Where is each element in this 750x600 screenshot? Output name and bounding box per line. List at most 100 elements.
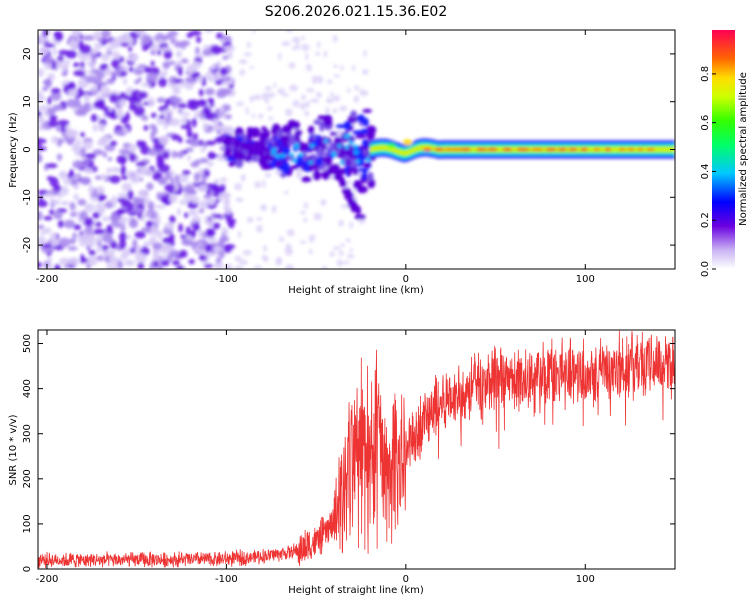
snr-x-label: Height of straight line (km) [288,585,424,596]
noise-mark [53,104,64,111]
noise-mark [125,234,132,240]
ridge-hotspot [545,147,557,152]
signal-mark [289,153,295,158]
signal-mark [319,121,325,132]
noise-mark [302,217,308,223]
noise-mark [305,63,312,72]
noise-mark [212,222,221,230]
noise-mark [121,182,132,192]
signal-mark [257,143,265,151]
noise-mark [100,53,111,62]
noise-mark [258,113,264,119]
noise-mark [261,255,268,261]
signal-mark [354,214,361,220]
signal-mark [362,108,373,113]
noise-mark [49,209,55,215]
noise-mark [149,212,157,220]
noise-mark [363,49,367,57]
noise-mark [183,212,189,218]
noise-mark [89,86,99,91]
noise-mark [38,68,45,78]
noise-mark [58,49,70,56]
noise-mark [341,260,351,265]
noise-mark [147,96,155,108]
noise-mark [309,98,317,103]
noise-mark [198,254,208,261]
signal-mark [261,126,267,132]
noise-mark [71,142,81,152]
noise-mark [339,243,346,247]
noise-mark [78,40,84,51]
ridge-hotspot [637,147,644,152]
noise-mark [117,216,128,224]
noise-mark [178,249,188,258]
signal-mark [302,151,308,162]
noise-mark [95,81,108,87]
signal-mark [300,176,312,183]
noise-mark [145,220,154,228]
noise-mark [157,71,166,79]
ridge-hotspot [646,147,655,152]
signal-mark [267,141,272,151]
signal-mark [298,152,304,157]
noise-mark [183,184,196,194]
noise-mark [157,177,168,186]
noise-mark [253,94,262,101]
noise-mark [85,61,95,66]
noise-mark [207,197,216,206]
noise-mark [170,177,175,185]
noise-mark [142,169,153,175]
noise-mark [92,123,98,132]
noise-mark [61,65,69,72]
signal-mark [278,164,285,172]
noise-mark [347,87,351,94]
noise-mark [286,229,295,237]
spectrogram-y-label: Frequency (Hz) [8,112,19,188]
noise-mark [340,64,344,71]
noise-mark [233,182,243,191]
figure-title: S206.2026.021.15.36.E02 [265,4,448,20]
noise-mark [328,175,335,180]
signal-mark [347,197,355,206]
noise-mark [305,52,309,61]
noise-mark [69,168,74,177]
noise-mark [227,50,233,60]
noise-mark [332,95,341,102]
noise-mark [163,33,173,40]
noise-mark [235,101,245,107]
noise-mark [116,108,124,119]
noise-mark [278,236,285,243]
colorbar-tick-label: 0.4 [700,163,711,179]
noise-mark [217,152,223,162]
noise-mark [222,55,229,60]
noise-mark [72,232,77,239]
noise-mark [147,201,155,211]
noise-mark [296,168,303,177]
noise-mark [106,262,112,269]
noise-mark [191,195,200,204]
noise-mark [186,155,192,161]
noise-mark [346,253,355,259]
noise-mark [116,155,128,164]
noise-mark [95,202,106,213]
noise-mark [211,213,222,219]
noise-mark [60,186,69,196]
noise-mark [117,92,128,102]
noise-mark [164,171,172,180]
noise-mark [134,30,146,35]
noise-mark [84,217,94,227]
noise-mark [187,99,199,105]
signal-mark [362,138,368,150]
noise-mark [109,175,121,184]
noise-mark [176,103,187,108]
noise-mark [285,243,292,252]
noise-mark [179,81,186,88]
noise-mark [113,167,120,173]
noise-mark [330,91,334,97]
noise-mark [141,44,149,52]
noise-mark [218,250,225,259]
noise-mark [284,108,293,117]
noise-mark [340,204,350,209]
signal-mark [367,178,376,189]
noise-mark [299,210,307,215]
